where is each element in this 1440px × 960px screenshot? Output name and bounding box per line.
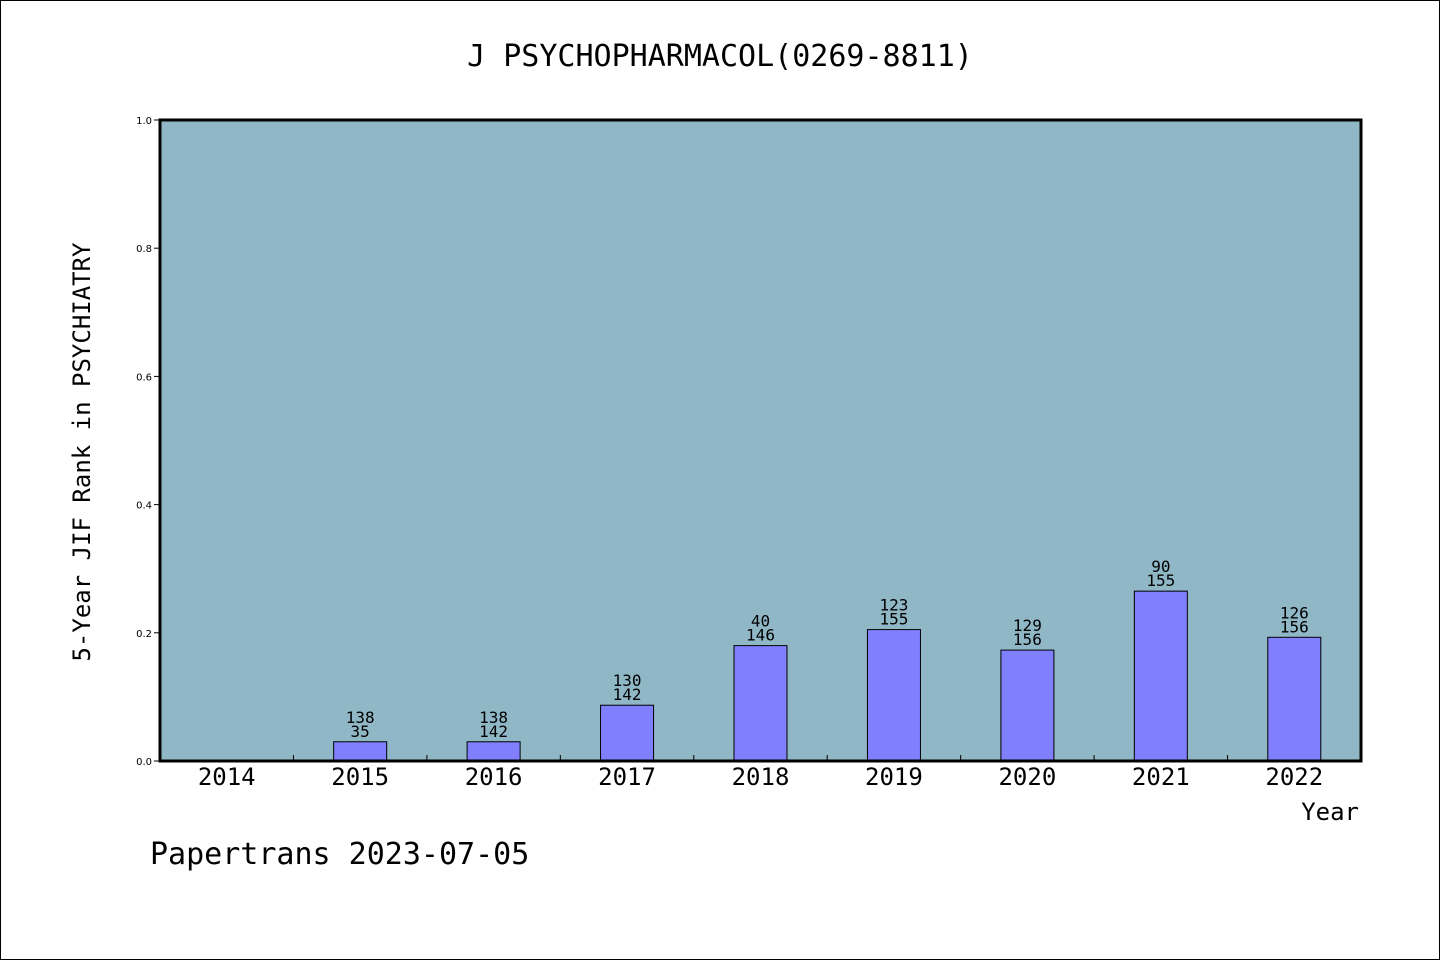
y-tick-label-0.8: 0.8	[136, 244, 152, 255]
bar-rank-label-2017: 130	[613, 671, 642, 690]
chart-title: J PSYCHOPHARMACOL(0269-8811)	[467, 39, 973, 74]
bar-total-label-2022: 156	[1280, 617, 1309, 636]
bar-rank-label-2021: 90	[1151, 557, 1170, 576]
bar-2022	[1267, 636, 1322, 762]
bar-2016	[466, 741, 521, 762]
bar-total-label-2015: 35	[351, 722, 370, 741]
x-tick-label-2019: 2019	[865, 763, 923, 791]
x-tick-label-2022: 2022	[1265, 763, 1323, 791]
bar-2019	[866, 629, 921, 762]
bar-total-label-2018: 146	[746, 626, 775, 645]
plot-border	[158, 118, 1363, 763]
x-ticks-group: 2014 2015 2016 2017 2018 2019 2020 2021 2022	[198, 755, 1323, 791]
x-axis-label: Year	[1301, 798, 1359, 826]
bar-2021	[1133, 590, 1188, 762]
footer-watermark: Papertrans 2023-07-05	[150, 837, 529, 872]
bar-rank-label-2022: 126	[1280, 603, 1309, 622]
y-tick-label-0.6: 0.6	[136, 372, 152, 383]
bar-rank-label-2015: 138	[346, 708, 375, 727]
y-tick-label-0.2: 0.2	[136, 629, 152, 640]
bar-total-label-2019: 155	[879, 610, 908, 629]
y-tick-label-1.0: 1.0	[136, 116, 152, 127]
y-tick-label-0.0: 0.0	[136, 757, 152, 768]
bar-total-label-2021: 155	[1146, 571, 1175, 590]
y-ticks-group: 0.0 0.2 0.4 0.6 0.8 1.0	[136, 116, 160, 768]
y-axis-label: 5-Year JIF Rank in PSYCHIATRY	[68, 242, 96, 662]
bar-2020	[1000, 649, 1055, 762]
bar-total-label-2016: 142	[479, 722, 508, 741]
x-tick-label-2014: 2014	[198, 763, 256, 791]
x-tick-label-2018: 2018	[732, 763, 790, 791]
bar-rank-label-2018: 40	[751, 612, 770, 631]
bar-2017	[600, 704, 655, 762]
bar-rank-label-2019: 123	[879, 596, 908, 615]
bars-group	[333, 590, 1322, 762]
x-tick-label-2015: 2015	[331, 763, 389, 791]
x-tick-label-2016: 2016	[465, 763, 523, 791]
x-tick-label-2021: 2021	[1132, 763, 1190, 791]
y-tick-label-0.4: 0.4	[136, 501, 152, 512]
bar-2018	[733, 645, 788, 762]
bar-rank-label-2020: 129	[1013, 616, 1042, 635]
bar-2015	[333, 741, 388, 762]
x-tick-label-2017: 2017	[598, 763, 656, 791]
bar-total-label-2020: 156	[1013, 630, 1042, 649]
bar-total-label-2017: 142	[613, 685, 642, 704]
bar-rank-label-2016: 138	[479, 708, 508, 727]
x-tick-label-2020: 2020	[998, 763, 1056, 791]
